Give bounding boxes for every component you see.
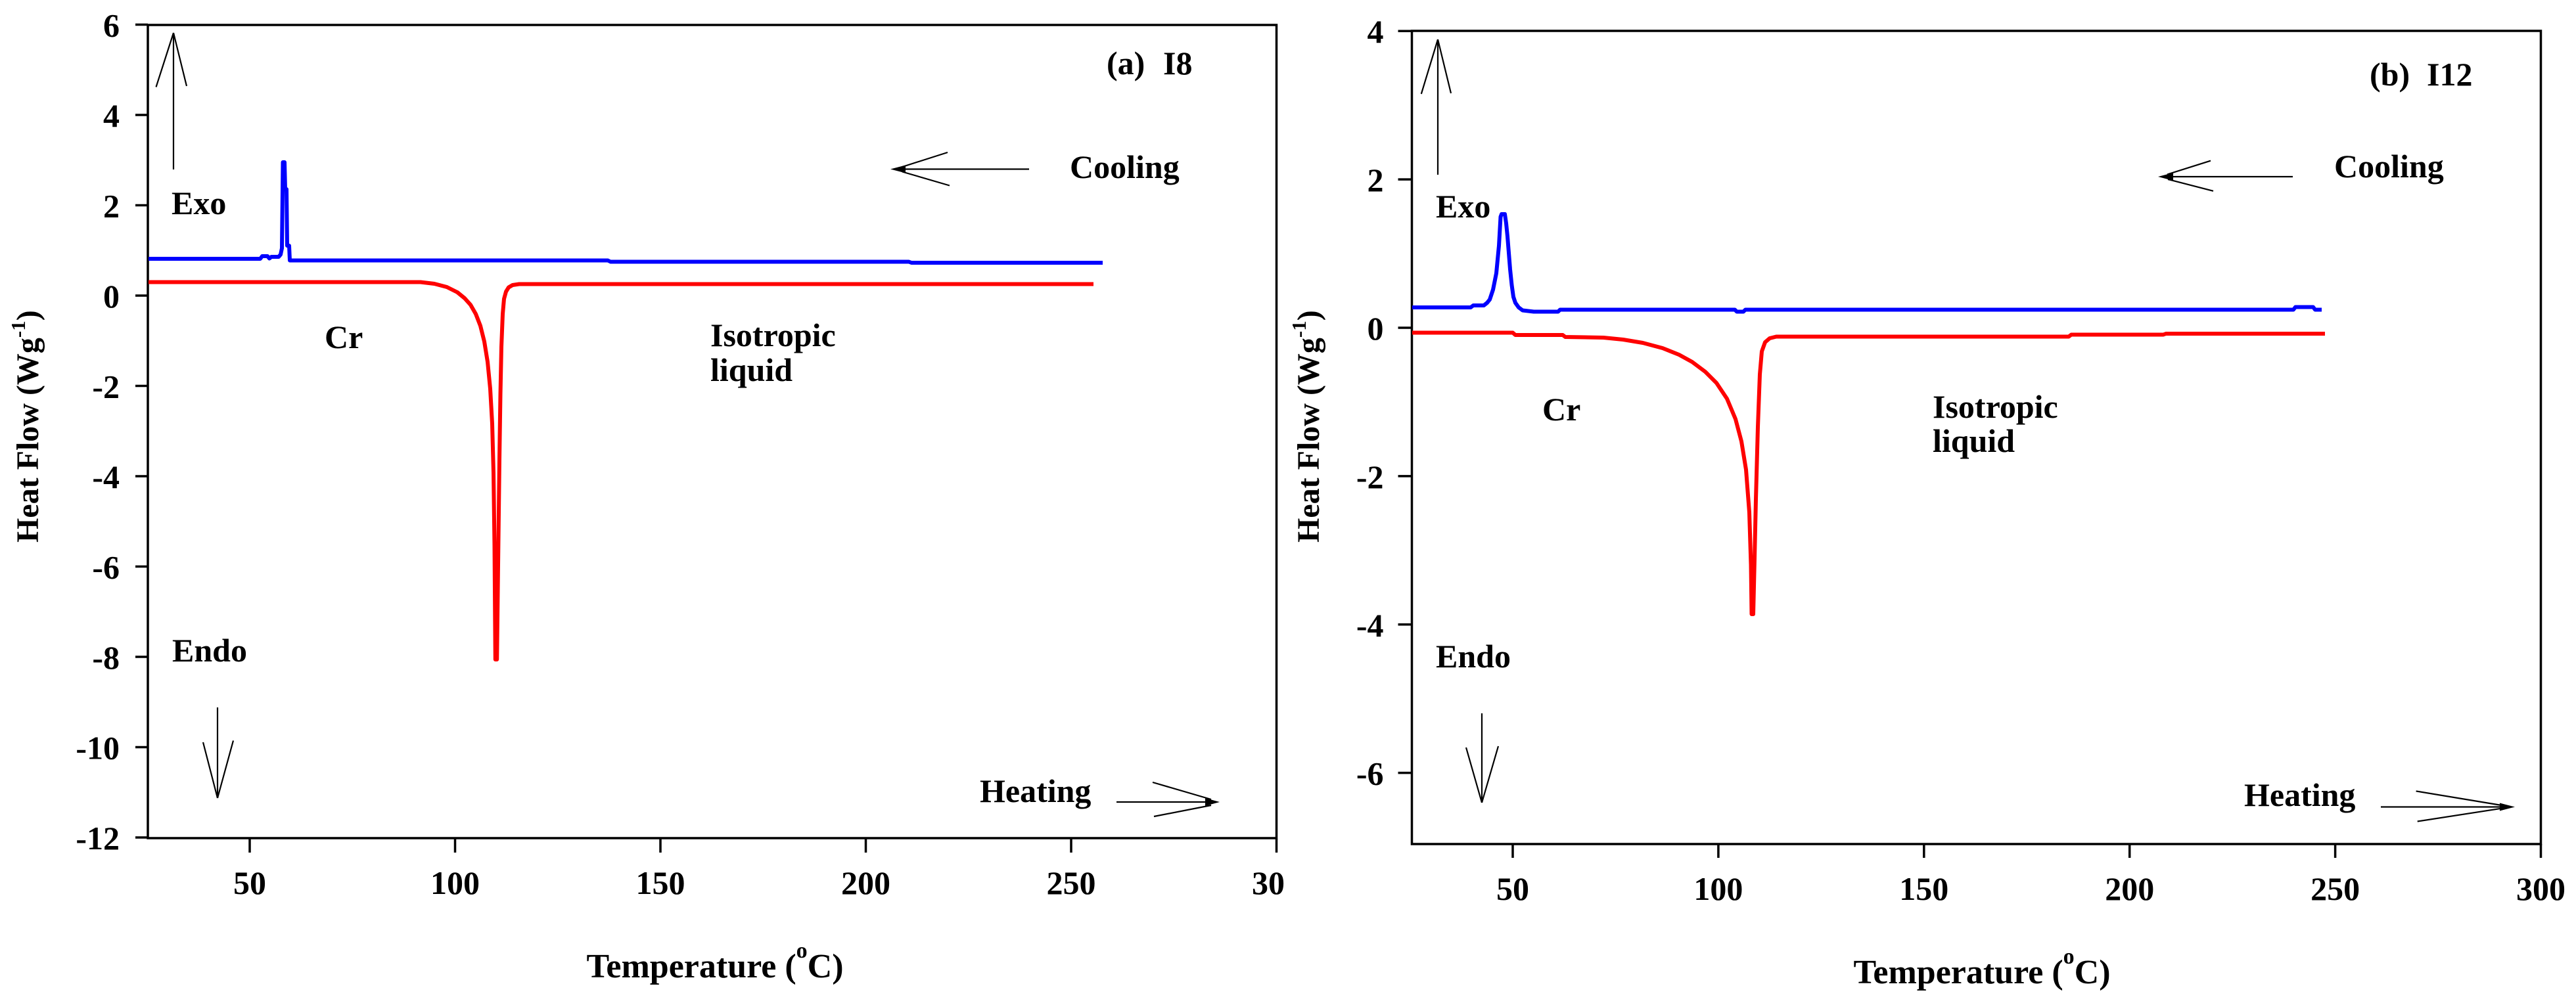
svg-text:4: 4	[1368, 13, 1384, 50]
svg-text:-12: -12	[76, 820, 120, 857]
svg-text:300: 300	[1252, 864, 1301, 901]
svg-text:250: 250	[2311, 870, 2360, 907]
svg-text:250: 250	[1047, 864, 1096, 901]
svg-text:-4: -4	[92, 458, 120, 495]
svg-text:Isotropic: Isotropic	[1933, 388, 2058, 425]
svg-text:liquid: liquid	[1933, 422, 2015, 459]
svg-text:Cr: Cr	[325, 319, 363, 355]
svg-text:I12: I12	[2427, 56, 2472, 93]
svg-text:-2: -2	[92, 368, 120, 405]
svg-text:2: 2	[1368, 162, 1384, 198]
svg-text:150: 150	[636, 864, 685, 901]
svg-text:50: 50	[1496, 870, 1529, 907]
svg-text:200: 200	[841, 864, 890, 901]
svg-text:-6: -6	[1356, 755, 1384, 792]
svg-text:Heating: Heating	[980, 772, 1091, 809]
svg-text:I8: I8	[1163, 45, 1192, 81]
svg-text:Heating: Heating	[2244, 776, 2355, 813]
svg-text:(a): (a)	[1107, 45, 1145, 81]
svg-text:Endo: Endo	[1436, 638, 1511, 675]
svg-text:Heat Flow (Wg-1): Heat Flow (Wg-1)	[1287, 310, 1326, 543]
svg-text:Cooling: Cooling	[1070, 148, 1180, 185]
svg-text:-4: -4	[1356, 607, 1384, 644]
svg-text:liquid: liquid	[710, 351, 793, 388]
svg-text:150: 150	[1899, 870, 1948, 907]
svg-text:Heat Flow (Wg-1): Heat Flow (Wg-1)	[7, 310, 45, 543]
svg-text:Endo: Endo	[172, 632, 247, 669]
svg-text:Cr: Cr	[1542, 391, 1580, 428]
svg-text:100: 100	[1693, 870, 1743, 907]
svg-text:4: 4	[103, 97, 120, 134]
svg-text:0: 0	[103, 278, 120, 315]
svg-text:-2: -2	[1356, 458, 1384, 495]
svg-text:-10: -10	[76, 730, 120, 767]
svg-text:Exo: Exo	[1436, 188, 1490, 225]
svg-text:(b): (b)	[2370, 56, 2410, 93]
svg-text:100: 100	[430, 864, 480, 901]
svg-text:Exo: Exo	[172, 185, 226, 221]
svg-text:200: 200	[2105, 870, 2154, 907]
svg-text:-6: -6	[92, 549, 120, 586]
svg-text:Cooling: Cooling	[2334, 148, 2444, 185]
svg-text:0: 0	[1368, 310, 1384, 347]
svg-text:6: 6	[103, 7, 120, 44]
svg-text:2: 2	[103, 188, 120, 225]
svg-text:50: 50	[233, 864, 266, 901]
svg-text:Isotropic: Isotropic	[710, 317, 836, 353]
svg-text:300: 300	[2516, 870, 2565, 907]
svg-text:-8: -8	[92, 639, 120, 676]
